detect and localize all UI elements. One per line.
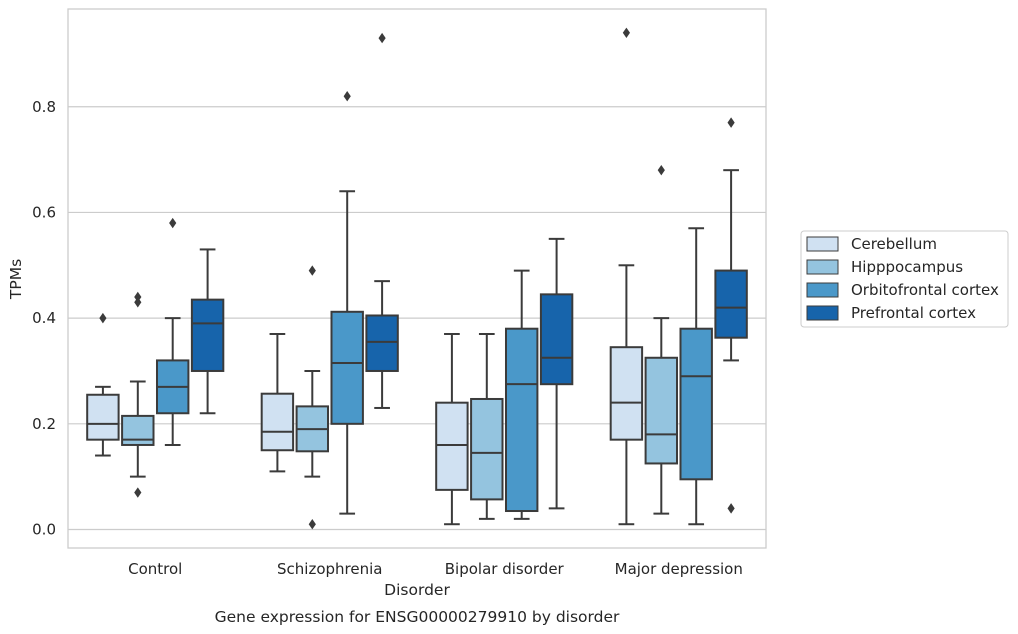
series-cerebellum	[86, 27, 644, 526]
legend-swatch	[806, 236, 839, 252]
outlier-point	[378, 32, 386, 44]
legend-label: Prefrontal cortex	[851, 304, 976, 322]
legend-swatch	[806, 305, 839, 321]
box	[365, 32, 399, 409]
box-series-layer	[86, 27, 748, 530]
x-tick-label: Schizophrenia	[277, 560, 382, 578]
box-body	[644, 356, 679, 465]
plot-frame	[67, 8, 767, 549]
legend-label: Cerebellum	[851, 235, 937, 253]
box-body	[365, 314, 399, 372]
outlier-point	[343, 90, 351, 102]
box	[609, 27, 644, 526]
legend-label: Orbitofrontal cortex	[851, 281, 999, 299]
x-axis-label: Disorder	[384, 581, 450, 599]
box-body	[330, 310, 364, 425]
box	[504, 269, 539, 520]
box	[644, 164, 679, 515]
x-tick-label: Control	[128, 560, 182, 578]
box	[714, 117, 748, 514]
outlier-point	[308, 265, 316, 276]
legend: Cerebellum Hipppocampus Orbitofrontal cort…	[800, 230, 1009, 328]
legend-item: Prefrontal cortex	[806, 304, 976, 322]
box-body	[679, 327, 713, 481]
series-prefrontal-cortex	[190, 32, 748, 514]
y-tick-label: 0.0	[32, 521, 56, 539]
box-body	[714, 269, 748, 339]
legend-swatch	[806, 259, 839, 275]
box-body	[504, 327, 539, 513]
box-body	[435, 401, 469, 491]
series-hipppocampus	[121, 164, 679, 530]
box	[190, 248, 225, 415]
y-tick-label: 0.6	[32, 203, 56, 221]
outlier-point	[657, 164, 665, 176]
chart-caption: Gene expression for ENSG00000279910 by d…	[215, 608, 620, 626]
box	[679, 227, 713, 526]
outlier-point	[99, 312, 107, 324]
outlier-point	[727, 117, 735, 128]
y-tick-labels: 0.0 0.2 0.4 0.6 0.8	[32, 98, 56, 539]
box	[295, 265, 330, 530]
legend-frame	[800, 230, 1009, 328]
outlier-point	[727, 503, 735, 514]
outlier-point	[169, 217, 177, 229]
y-tick-label: 0.8	[32, 98, 56, 116]
y-tick-label: 0.2	[32, 415, 56, 433]
box-body	[539, 293, 574, 386]
x-tick-label: Bipolar disorder	[445, 560, 565, 578]
legend-label: Hipppocampus	[851, 258, 963, 276]
legend-swatch	[806, 282, 839, 298]
x-tick-labels: Control Schizophrenia Bipolar disorder Majo…	[128, 560, 743, 578]
legend-item: Cerebellum	[806, 235, 937, 253]
outlier-point	[308, 519, 316, 530]
x-tick-label: Major depression	[615, 560, 743, 578]
legend-item: Hipppocampus	[806, 258, 963, 276]
box	[260, 332, 295, 473]
box	[86, 312, 120, 457]
box	[121, 291, 155, 498]
box-body	[260, 392, 295, 452]
outlier-point	[134, 291, 142, 303]
box-body	[86, 393, 120, 441]
box-body	[609, 346, 644, 441]
box	[539, 237, 574, 510]
y-tick-label: 0.4	[32, 309, 56, 327]
box	[435, 332, 469, 526]
y-axis-label: TPMs	[7, 259, 25, 300]
box	[155, 217, 190, 446]
box-body	[470, 397, 504, 501]
outlier-point	[134, 297, 142, 308]
box-body	[190, 298, 225, 372]
box	[470, 332, 504, 520]
legend-item: Orbitofrontal cortex	[806, 281, 999, 299]
series-orbitofrontal-cortex	[155, 90, 713, 526]
outlier-point	[622, 27, 630, 38]
outlier-point	[134, 487, 142, 498]
box	[330, 90, 364, 515]
